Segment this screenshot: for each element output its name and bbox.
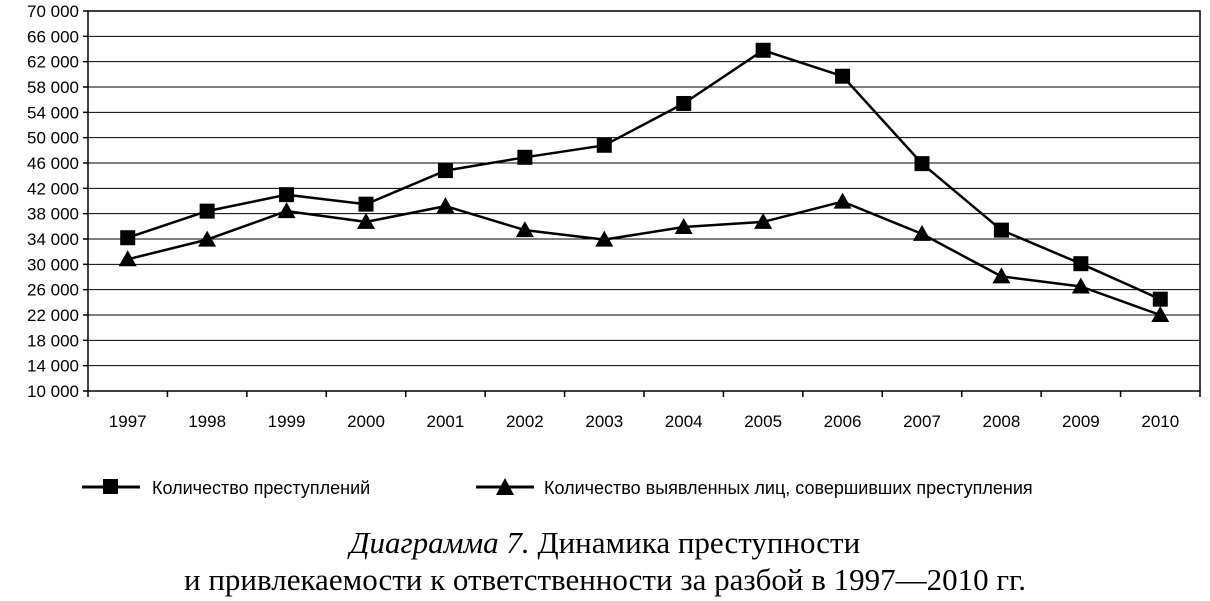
data-point-square <box>676 95 692 111</box>
x-tick-label: 2000 <box>347 412 385 431</box>
legend-item-persons: Количество выявленных лиц, совершивших п… <box>476 478 1033 498</box>
y-tick-label: 50 000 <box>27 129 79 148</box>
y-tick-label: 46 000 <box>27 154 79 173</box>
y-tick-label: 18 000 <box>27 331 79 350</box>
data-point-triangle <box>198 230 217 247</box>
y-tick-label: 30 000 <box>27 255 79 274</box>
y-axis-ticks: 10 000 14 000 18 000 22 000 26 000 30 000 34 0… <box>27 2 88 401</box>
legend-square-marker <box>103 479 118 494</box>
x-tick-label: 2010 <box>1141 412 1179 431</box>
data-point-square <box>1073 256 1089 272</box>
y-tick-label: 14 000 <box>27 357 79 376</box>
data-point-triangle <box>595 230 614 247</box>
data-point-triangle <box>833 192 852 209</box>
data-point-square <box>358 196 374 212</box>
y-tick-label: 26 000 <box>27 281 79 300</box>
x-tick-label: 2008 <box>983 412 1021 431</box>
data-point-triangle <box>913 224 931 241</box>
y-tick-label: 38 000 <box>27 205 79 224</box>
y-tick-label: 10 000 <box>27 382 79 401</box>
data-point-triangle <box>1071 277 1090 294</box>
data-point-triangle <box>515 221 534 238</box>
legend-label-crimes: Количество преступлений <box>152 478 370 498</box>
x-axis-ticks: 1997 1998 1999 2000 2001 2002 2003 2004 2005 2006… <box>87 391 1201 431</box>
data-point-square <box>517 149 533 165</box>
data-point-triangle <box>357 212 375 229</box>
y-tick-label: 42 000 <box>27 179 79 198</box>
x-tick-label: 2002 <box>506 412 544 431</box>
data-point-triangle <box>674 217 693 234</box>
data-point-triangle <box>436 197 455 214</box>
x-tick-label: 2004 <box>665 412 703 431</box>
data-point-square <box>437 163 453 179</box>
data-point-square <box>1152 291 1168 307</box>
x-tick-label: 2009 <box>1062 412 1100 431</box>
caption-line-1: Диаграмма 7. Динамика преступности <box>0 525 1210 561</box>
x-tick-label: 1997 <box>109 412 147 431</box>
data-point-square <box>199 203 215 219</box>
data-point-square <box>993 222 1009 238</box>
data-point-triangle <box>754 212 773 229</box>
x-tick-label: 2005 <box>744 412 782 431</box>
data-point-square <box>835 68 851 84</box>
x-tick-label: 2007 <box>903 412 941 431</box>
data-point-square <box>755 42 771 58</box>
caption-line-2: и привлекаемости к ответственности за ра… <box>183 562 1027 597</box>
grid-lines <box>88 10 1200 392</box>
series-line-1 <box>127 200 1161 317</box>
x-tick-label: 2001 <box>427 412 465 431</box>
legend-triangle-marker <box>496 478 514 495</box>
y-tick-label: 66 000 <box>27 27 79 46</box>
caption-title-1: Динамика преступности <box>529 525 861 560</box>
series-line-0 <box>127 49 1161 301</box>
x-tick-label: 1999 <box>268 412 306 431</box>
y-tick-label: 62 000 <box>27 53 79 72</box>
plot-frame <box>87 10 1201 392</box>
caption-label: Диаграмма 7. <box>349 525 530 560</box>
data-point-square <box>596 137 612 153</box>
y-tick-label: 70 000 <box>27 2 79 21</box>
data-point-square <box>279 187 295 203</box>
x-tick-label: 2003 <box>585 412 623 431</box>
line-chart: 10 000 14 000 18 000 22 000 26 000 30 000 34 0… <box>27 2 1201 498</box>
data-point-square <box>914 156 930 172</box>
x-tick-label: 1998 <box>188 412 226 431</box>
legend-label-persons: Количество выявленных лиц, совершивших п… <box>544 478 1033 498</box>
x-tick-label: 2006 <box>824 412 862 431</box>
data-point-triangle <box>118 250 137 267</box>
data-point-square <box>120 230 136 246</box>
series-layer <box>118 42 1170 322</box>
data-point-triangle <box>277 202 296 219</box>
y-tick-label: 34 000 <box>27 230 79 249</box>
legend-item-crimes: Количество преступлений <box>82 478 370 498</box>
data-point-triangle <box>992 267 1011 284</box>
y-tick-label: 22 000 <box>27 306 79 325</box>
legend: Количество преступлений Количество выявл… <box>82 478 1033 498</box>
y-tick-label: 54 000 <box>27 103 79 122</box>
y-tick-label: 58 000 <box>27 78 79 97</box>
data-point-triangle <box>1151 306 1170 322</box>
